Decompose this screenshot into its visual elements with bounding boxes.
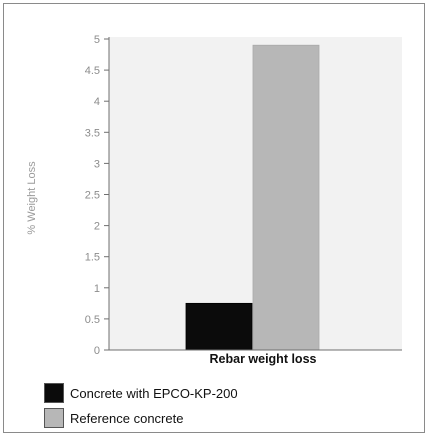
y-tick-label: 1.5 bbox=[85, 252, 100, 264]
y-tick-label: 1 bbox=[94, 283, 100, 295]
y-tick-label: 3.5 bbox=[85, 127, 100, 139]
y-tick-label: 3 bbox=[94, 158, 100, 170]
bar-reference bbox=[252, 44, 320, 351]
legend-swatch-reference bbox=[44, 408, 64, 428]
category-label: Rebar weight loss bbox=[210, 352, 317, 366]
legend-item-epco: Concrete with EPCO-KP-200 bbox=[44, 383, 238, 403]
y-tick-label: 2.5 bbox=[85, 190, 100, 202]
y-tick-label: 2 bbox=[94, 221, 100, 233]
bar-epco bbox=[185, 302, 253, 351]
y-tick-label: 4.5 bbox=[85, 65, 100, 77]
legend-item-reference: Reference concrete bbox=[44, 408, 238, 428]
y-tick-label: 0 bbox=[94, 345, 100, 357]
bars bbox=[185, 44, 320, 351]
y-axis-ticks: 0 0.5 1 1.5 2 2.5 3 3.5 4 4.5 5 bbox=[85, 34, 109, 357]
legend-label-epco: Concrete with EPCO-KP-200 bbox=[70, 385, 238, 401]
legend-label-reference: Reference concrete bbox=[70, 410, 184, 426]
bar-chart: % Weight Loss 0 0.5 1 1.5 2 2.5 3 3.5 4 4.5 5 Reba… bbox=[26, 34, 402, 366]
legend-swatch-epco bbox=[44, 383, 64, 403]
y-tick-label: 0.5 bbox=[85, 314, 100, 326]
y-tick-label: 5 bbox=[94, 34, 100, 46]
y-tick-label: 4 bbox=[94, 96, 100, 108]
y-axis-title: % Weight Loss bbox=[26, 161, 38, 235]
legend: Concrete with EPCO-KP-200 Reference conc… bbox=[44, 383, 238, 433]
